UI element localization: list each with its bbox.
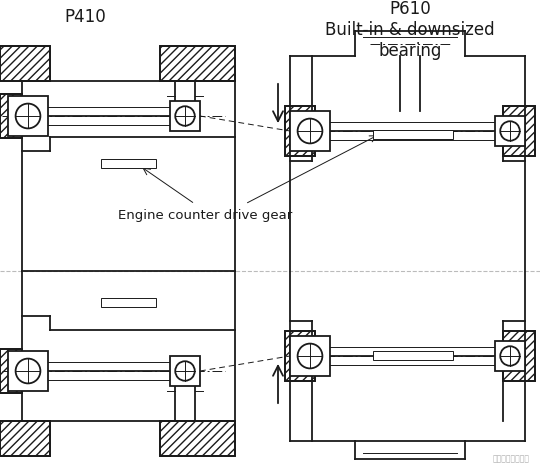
- Bar: [503, 106, 535, 156]
- Bar: [0, 94, 22, 138]
- Bar: [285, 331, 315, 381]
- Text: Engine counter drive gear: Engine counter drive gear: [118, 210, 292, 222]
- Bar: [285, 106, 315, 156]
- Bar: [285, 106, 315, 156]
- Bar: [503, 106, 535, 156]
- Bar: [8, 351, 48, 391]
- Bar: [170, 356, 200, 386]
- Bar: [495, 116, 525, 146]
- Bar: [170, 101, 200, 131]
- Text: P610
Built-in & downsized
bearing: P610 Built-in & downsized bearing: [325, 0, 495, 60]
- Bar: [160, 46, 235, 81]
- Bar: [503, 331, 535, 381]
- Bar: [0, 349, 22, 393]
- Bar: [503, 331, 535, 381]
- Bar: [285, 106, 315, 156]
- Bar: [0, 349, 22, 393]
- Bar: [0, 94, 22, 138]
- Bar: [0, 46, 50, 81]
- Bar: [0, 46, 50, 81]
- Bar: [0, 46, 50, 81]
- Bar: [160, 46, 235, 81]
- Bar: [503, 106, 535, 156]
- Bar: [160, 421, 235, 456]
- Bar: [101, 159, 156, 168]
- Bar: [0, 421, 50, 456]
- Bar: [285, 331, 315, 381]
- Bar: [373, 351, 453, 360]
- Bar: [0, 421, 50, 456]
- Bar: [373, 130, 453, 139]
- Bar: [160, 421, 235, 456]
- Bar: [0, 94, 22, 138]
- Bar: [495, 341, 525, 371]
- Bar: [160, 421, 235, 456]
- Bar: [8, 96, 48, 136]
- Text: P410: P410: [64, 8, 106, 26]
- Bar: [290, 336, 330, 376]
- Bar: [101, 298, 156, 307]
- Bar: [285, 331, 315, 381]
- Bar: [503, 331, 535, 381]
- Bar: [160, 46, 235, 81]
- Bar: [290, 111, 330, 151]
- Text: 一汽丰田先进技术: 一汽丰田先进技术: [493, 454, 530, 463]
- Bar: [0, 421, 50, 456]
- Bar: [0, 349, 22, 393]
